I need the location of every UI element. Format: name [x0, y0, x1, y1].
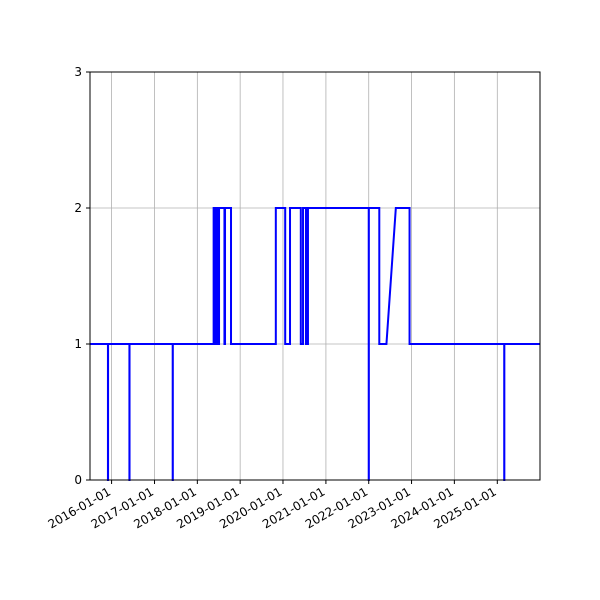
y-tick-label: 1 — [74, 337, 82, 351]
series-line — [90, 207, 540, 481]
series-layer — [90, 207, 540, 481]
y-tick-label: 0 — [74, 473, 82, 487]
plot-frame — [89, 71, 541, 481]
axis-ticks — [86, 71, 498, 484]
y-tick-label: 2 — [74, 201, 82, 215]
y-tick-label: 3 — [74, 65, 82, 79]
